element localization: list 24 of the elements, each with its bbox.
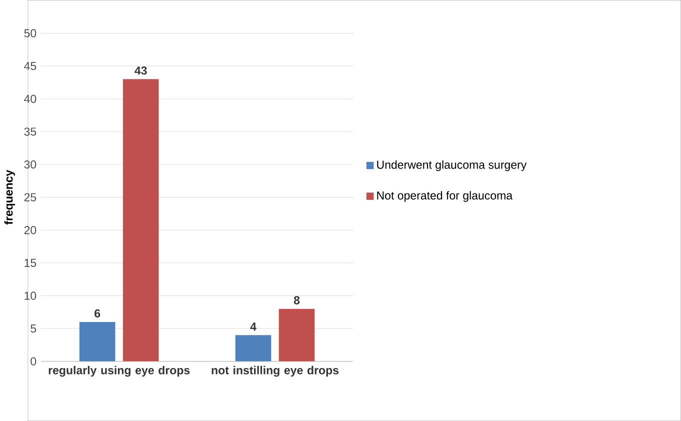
legend-label: Not operated for glaucoma: [377, 191, 513, 202]
bar: [278, 308, 315, 362]
bar: [79, 322, 116, 362]
data-label: 4: [250, 322, 256, 331]
y-tick-label: 50: [24, 29, 36, 38]
y-tick-label: 45: [24, 62, 36, 70]
bar: [235, 335, 272, 362]
y-tick-label: 10: [24, 292, 36, 300]
y-tick-label: 5: [30, 324, 36, 333]
y-tick-label: 20: [24, 226, 36, 234]
y-tick-label: 0: [30, 357, 36, 366]
y-tick-label: 25: [24, 193, 36, 202]
data-label: 43: [134, 66, 147, 75]
x-tick-label: not instilling eye drops: [212, 366, 339, 377]
y-tick-label: 30: [24, 160, 36, 169]
y-axis-title: frequency: [4, 170, 16, 225]
data-label: 8: [294, 296, 300, 304]
y-tick-label: 15: [24, 258, 36, 267]
data-label: 6: [94, 309, 100, 318]
bar: [122, 79, 159, 362]
x-tick-label: regularly using eye drops: [48, 366, 190, 377]
y-tick-label: 35: [24, 128, 36, 136]
legend-label: Underwent glaucoma surgery: [377, 160, 527, 172]
y-tick-label: 40: [24, 94, 36, 103]
